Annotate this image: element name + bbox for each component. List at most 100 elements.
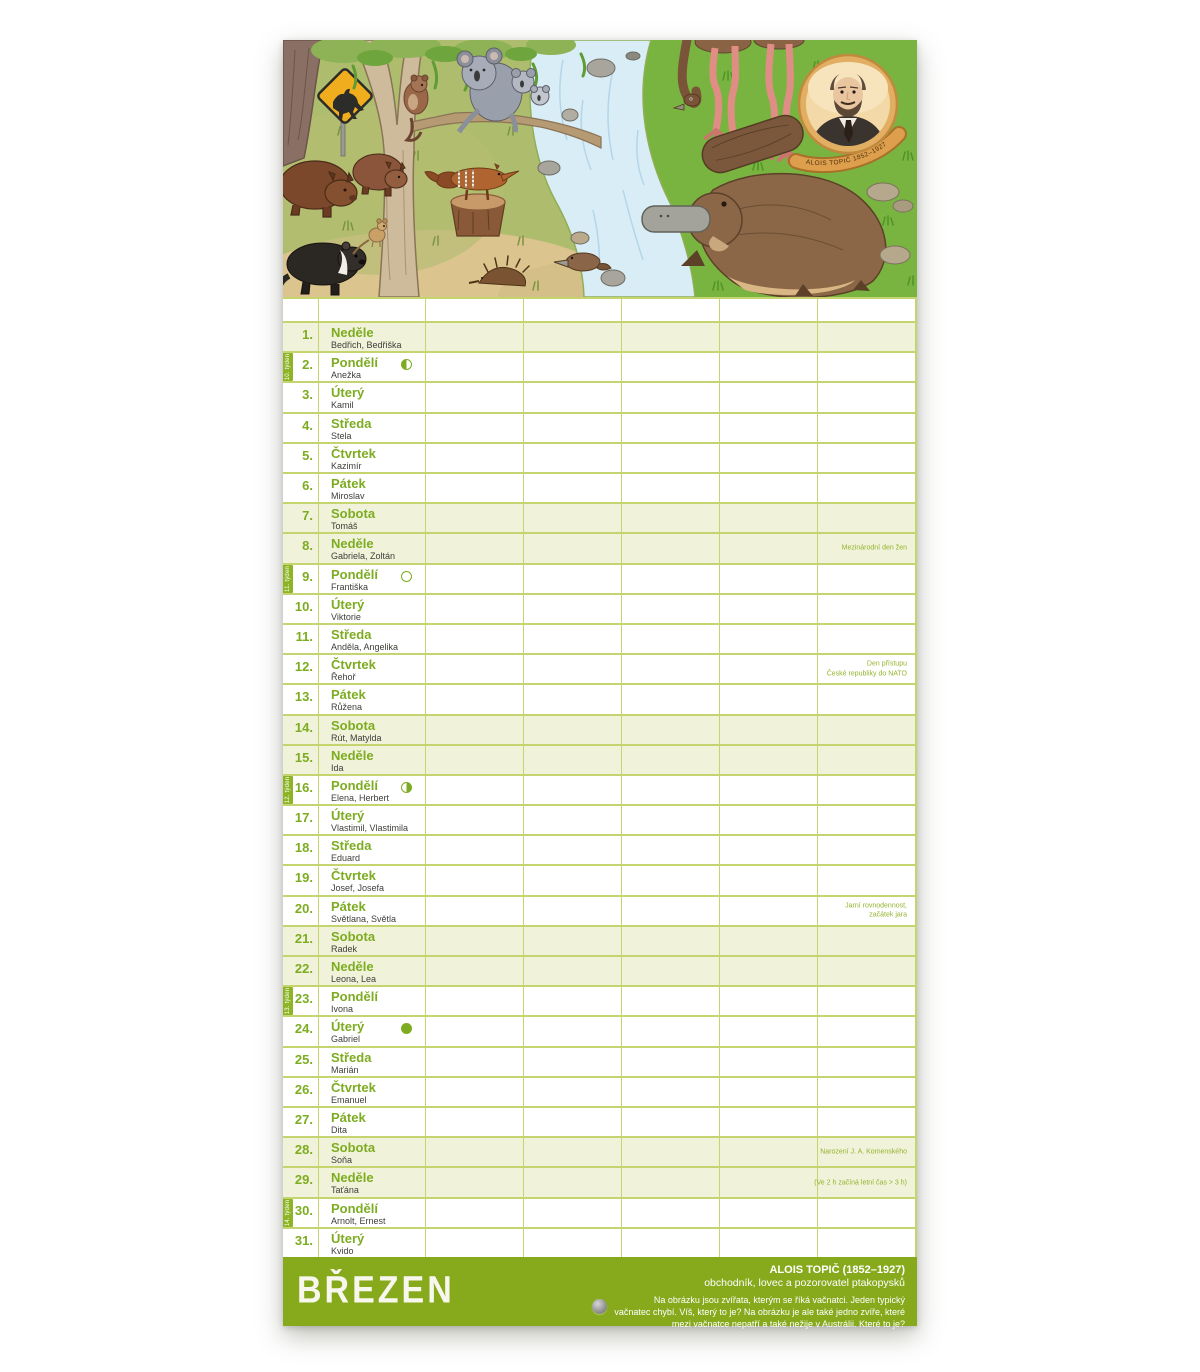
note-cell (523, 655, 621, 684)
note-cell (523, 624, 621, 654)
day-number: 11. (295, 628, 313, 644)
day-name-cell: Neděle Ida (318, 745, 425, 774)
note-cell (425, 473, 523, 503)
day-name-cell: Úterý Kvido (318, 1228, 425, 1257)
note-cell (621, 685, 719, 714)
note-cell (425, 685, 523, 714)
day-name-cell: Pátek Miroslav (318, 473, 425, 503)
day-number: 17. (294, 810, 313, 826)
name-day-names: Anežka (331, 370, 362, 381)
note-cell (523, 594, 621, 623)
week-tab: 12. týden (283, 775, 293, 805)
calendar-day-row: 3. Úterý Kamil (283, 381, 915, 412)
note-cell (817, 957, 915, 986)
note-cell (817, 504, 915, 533)
person-name: ALOIS TOPIČ (1852–1927) (769, 1264, 905, 1276)
name-day-names: Eduard (331, 853, 361, 864)
day-name: Neděle (331, 747, 374, 763)
platypus-bill (641, 205, 711, 233)
header-note-col (621, 299, 719, 321)
holiday-annotation: Mezinárodní den žen (841, 544, 907, 552)
note-cell (621, 1168, 719, 1197)
platypus-swimming (553, 252, 612, 272)
note-cell (425, 1228, 523, 1257)
wombat-small (352, 153, 408, 197)
name-day-names: Ida (331, 762, 344, 773)
day-name: Úterý (331, 596, 365, 612)
footer-credits: ALOIS TOPIČ (1852–1927) obchodník, lovec… (425, 1263, 905, 1331)
note-cell (817, 775, 915, 805)
note-cell (817, 1108, 915, 1137)
note-cell (621, 564, 719, 593)
note-cell (523, 896, 621, 925)
name-day-names: Taťána (331, 1185, 359, 1196)
day-number: 13. (294, 689, 313, 705)
day-name: Čtvrtek (331, 868, 376, 884)
note-cell (719, 473, 817, 503)
day-name-cell: Pondělí Ivona (318, 987, 425, 1016)
day-number: 19. (294, 870, 313, 886)
note-cell (523, 1168, 621, 1197)
calendar-day-row: 29. Neděle Taťána (Ve 2 h začíná letní č… (283, 1166, 915, 1197)
note-cell (817, 594, 915, 623)
name-day-names: Rút, Matylda (331, 732, 382, 743)
calendar-day-row: 5. Čtvrtek Kazimír (283, 441, 915, 472)
note-cell (621, 1017, 719, 1046)
day-number: 22. (294, 961, 313, 977)
note-cell (425, 1017, 523, 1046)
tasmanian-devil (283, 241, 367, 296)
note-cell (425, 745, 523, 774)
note-cell (621, 473, 719, 503)
day-name: Neděle (331, 536, 374, 552)
day-name: Neděle (331, 325, 374, 340)
day-name-cell: Středa Stela (318, 413, 425, 442)
note-cell (817, 443, 915, 472)
day-name: Sobota (331, 717, 376, 733)
note-cell (817, 685, 915, 714)
note-cell (523, 685, 621, 714)
note-cell (817, 323, 915, 352)
day-name-cell: Pondělí Elena, Herbert (318, 775, 425, 805)
name-day-names: Gabriela, Zoltán (331, 551, 396, 562)
day-name: Neděle (331, 1170, 374, 1186)
note-cell (425, 504, 523, 533)
day-number: 4. (302, 417, 313, 433)
day-number: 2. (302, 357, 313, 373)
calendar-day-row: 27. Pátek Dita (283, 1106, 915, 1137)
note-cell (621, 1138, 719, 1167)
name-day-names: Leona, Lea (331, 974, 377, 985)
creek-rocks (537, 51, 641, 287)
name-day-names: Dita (331, 1125, 348, 1136)
day-name: Sobota (331, 1140, 376, 1156)
day-name: Úterý (331, 1230, 365, 1246)
day-name-cell: Středa Anděla, Angelika (318, 624, 425, 654)
day-number: 18. (294, 840, 313, 856)
day-number: 10. (294, 598, 313, 614)
header-note-col (523, 299, 621, 321)
note-cell (719, 1138, 817, 1167)
day-name: Čtvrtek (331, 1079, 376, 1095)
note-cell (621, 715, 719, 744)
kangaroo-icon (333, 88, 364, 120)
note-cell (817, 1198, 915, 1227)
day-number: 27. (294, 1112, 313, 1128)
day-name: Úterý (331, 1019, 365, 1035)
calendar-day-row: 14. Sobota Rút, Matylda (283, 713, 915, 744)
calendar-day-row: 26. Čtvrtek Emanuel (283, 1075, 915, 1107)
day-number: 9. (302, 568, 313, 584)
note-cell (817, 926, 915, 956)
note-cell (719, 323, 817, 352)
calendar-day-row: 20. Pátek Světlana, Světla Jarní rovnode… (283, 894, 915, 925)
person-role: obchodník, lovec a pozorovatel ptakopysk… (704, 1277, 905, 1290)
tree-stump (450, 193, 506, 237)
day-number: 1. (302, 327, 313, 342)
note-cell (621, 1047, 719, 1076)
calendar-grid: 1. Neděle Bedřich, Bedřiška 10. týden 2.… (283, 321, 917, 1257)
day-name: Středa (331, 626, 372, 642)
day-name-cell: Úterý Kamil (318, 383, 425, 412)
wombat-large (283, 160, 358, 218)
day-number: 25. (294, 1051, 313, 1067)
header-day-col (318, 299, 425, 321)
note-cell (523, 534, 621, 563)
